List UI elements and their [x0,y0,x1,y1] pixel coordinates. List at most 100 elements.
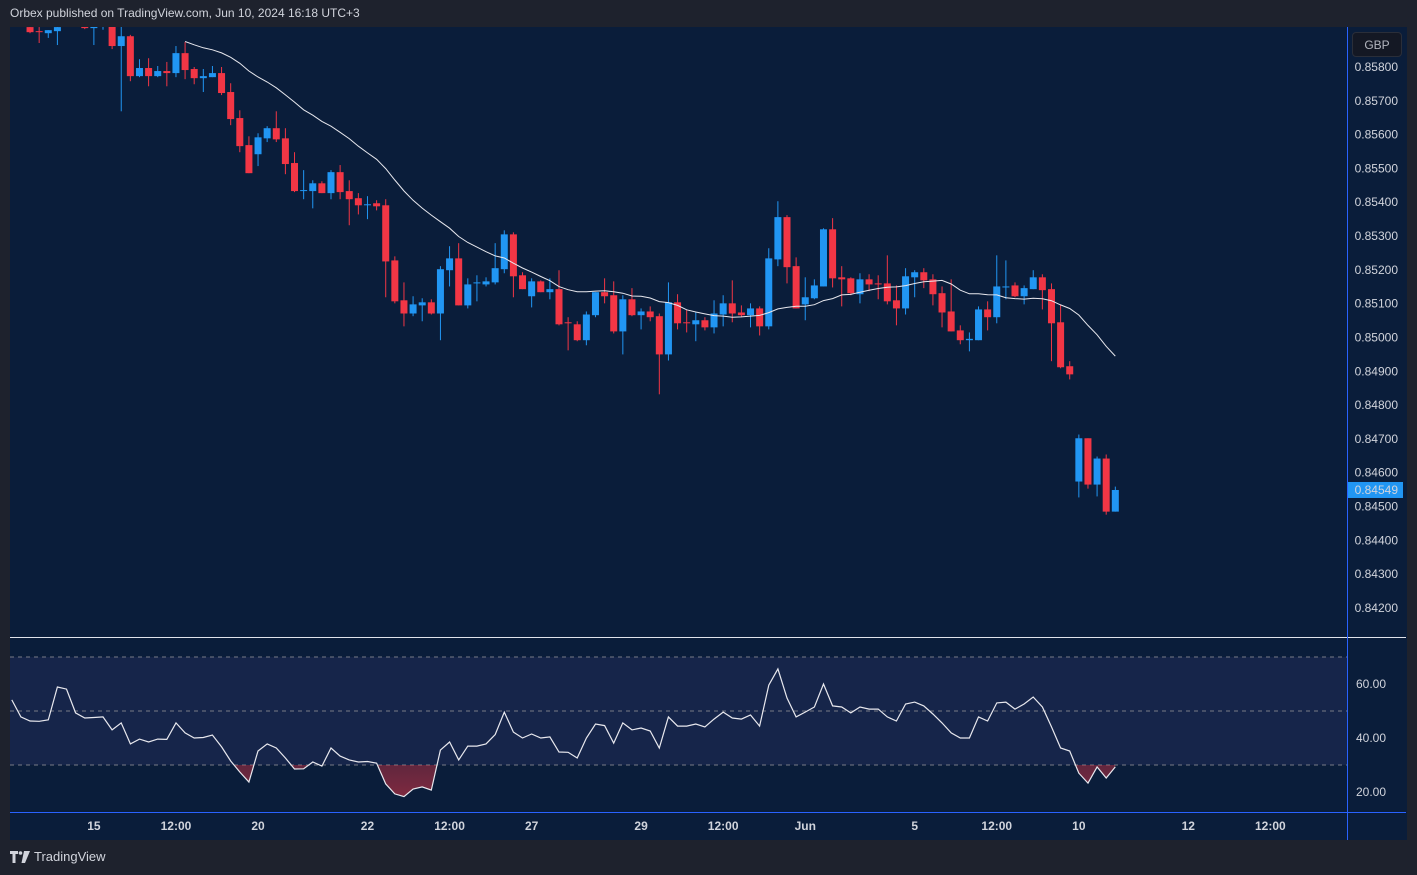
candle [72,10,79,27]
candle [701,317,709,331]
candle-body [473,282,481,284]
candle-body [1066,366,1074,375]
candle-body [865,279,873,285]
candle-body [464,284,472,306]
candle [208,65,216,78]
candle-body [26,27,34,33]
candle-body [154,71,162,77]
candle [427,299,435,315]
candle-body [582,314,590,341]
candle [728,280,736,323]
candle [117,27,125,112]
candle [975,306,983,341]
candle-body [1093,458,1101,485]
candle [883,255,891,305]
candle-body [436,269,444,314]
price-tick-label: 0.85600 [1355,128,1399,142]
candle [519,272,527,290]
candle [591,292,599,318]
price-axis[interactable]: 0.85800 0.85700 0.85600 0.85500 0.85400 0.853… [1355,60,1399,615]
candle-body [1011,285,1019,297]
time-tick-label: 15 [87,819,101,833]
candle [965,332,973,352]
candle-body [17,13,24,16]
candle [756,306,764,336]
time-tick-label: Jun [795,819,816,833]
candle-body [300,190,308,192]
candle-body [199,76,207,79]
candle-body [591,292,599,316]
candle-body [856,279,864,295]
candle [44,30,52,38]
tradingview-logo[interactable]: TradingView [10,849,106,864]
rsi-pane[interactable] [10,656,1347,798]
price-tick-label: 0.84200 [1355,601,1399,615]
candle-body [53,27,61,32]
price-tick-label: 0.85800 [1355,60,1399,74]
candle [272,111,280,143]
candle-body [911,272,919,278]
candle [373,200,381,211]
candle [245,136,253,174]
candle [747,303,755,328]
candle [920,268,928,289]
candle [236,110,244,153]
candle [555,270,563,326]
candle [154,65,162,78]
price-tick-label: 0.85100 [1355,297,1399,311]
candle-body [1020,288,1028,297]
candle-body [646,311,654,318]
price-tick-label: 0.84500 [1355,500,1399,514]
time-tick-label: 27 [525,819,539,833]
candle-body [619,299,627,332]
tradingview-logo-icon [10,850,30,863]
candle-body [245,145,253,174]
candle [1057,304,1065,369]
candle [628,288,636,317]
candle-body [327,172,335,194]
candle-body [391,260,399,302]
candle [281,128,289,175]
candle-body [792,266,800,309]
time-axis[interactable]: 15 12:00 20 22 12:00 27 29 12:00 Jun 5 12:00 10 12 12… [87,819,1286,833]
time-tick-label: 12:00 [981,819,1012,833]
candle [856,273,864,304]
candle-body [637,311,645,316]
candle-body [172,53,180,74]
candle [391,256,399,304]
candle-body [628,299,636,316]
candle [53,27,61,46]
candle-body [783,217,791,268]
candle [436,266,444,341]
candle-body [573,324,581,341]
price-pane[interactable] [8,6,1119,515]
candle [172,46,180,78]
candle-body [655,316,663,355]
candle-body [701,320,709,328]
candle-body [81,27,89,29]
candle [573,321,581,342]
candle [17,6,24,20]
candle-body [126,36,134,77]
candle-body [929,279,937,295]
candle [455,243,463,306]
candle [418,298,426,322]
price-tick-label: 0.85200 [1355,263,1399,277]
candle-body [1057,322,1065,368]
candle [473,275,481,302]
candle-body [190,69,198,79]
candle [874,275,882,300]
currency-button[interactable]: GBP [1352,32,1402,57]
candle [528,278,536,308]
time-tick-label: 10 [1072,819,1086,833]
candle [63,13,70,27]
candle-body [382,205,390,262]
rsi-axis[interactable]: 60.00 40.00 20.00 [1356,677,1386,799]
candle [719,295,727,327]
candle [710,300,718,334]
candle [108,27,116,50]
candle [938,286,946,328]
candle [1002,260,1010,300]
candle-body [874,283,882,285]
